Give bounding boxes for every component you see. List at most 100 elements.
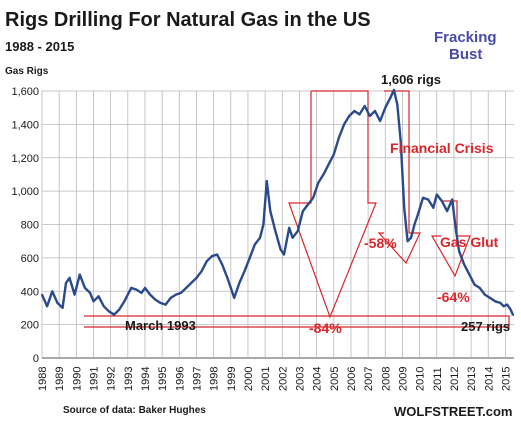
data-point (68, 277, 71, 279)
data-point (185, 287, 188, 289)
data-point (499, 302, 502, 304)
data-point (327, 163, 330, 166)
data-point (422, 196, 424, 199)
x-tick-label: 2013 (466, 367, 478, 391)
data-point (159, 302, 162, 304)
x-tick-label: 2003 (294, 367, 306, 391)
march-1993-label: March 1993 (125, 318, 196, 333)
data-point (89, 292, 91, 294)
data-point (283, 253, 285, 256)
data-point (322, 173, 325, 176)
data-point (149, 293, 152, 296)
x-tick-label: 1988 (37, 367, 49, 391)
data-point (296, 230, 299, 233)
pct-84-label: -84% (309, 320, 342, 336)
data-point (253, 243, 256, 246)
financial-crisis-label: Financial Crisis (390, 140, 494, 156)
data-point (169, 297, 172, 299)
data-point (291, 236, 294, 239)
data-point (126, 293, 129, 296)
x-tick-label: 1996 (174, 367, 186, 391)
data-point (413, 223, 416, 226)
y-tick-label: 800 (21, 220, 39, 232)
data-point (478, 287, 481, 289)
end-label: 257 rigs (461, 319, 510, 334)
bust-arrow-58 (377, 90, 421, 265)
data-point (512, 314, 514, 316)
y-tick-label: 1,400 (11, 119, 39, 131)
data-point (384, 106, 387, 109)
data-point (92, 300, 95, 303)
x-tick-label: 2008 (380, 367, 392, 391)
gridlines (41, 90, 514, 359)
data-point (108, 310, 110, 313)
data-point (502, 305, 505, 308)
data-point (279, 248, 282, 251)
data-point (343, 123, 345, 126)
peak-label: 1,606 rigs (381, 72, 441, 87)
x-tick-label: 2007 (363, 367, 375, 391)
data-point (406, 240, 409, 243)
annotation-shapes (84, 90, 510, 328)
data-point (164, 303, 167, 306)
y-tick-labels: 0 200 400 600 800 1,000 1,200 1,400 1,600 (11, 86, 39, 365)
data-point (113, 313, 115, 316)
y-tick-label: 1,600 (11, 86, 39, 98)
data-point (432, 206, 435, 209)
data-point (226, 277, 229, 279)
data-point (302, 210, 304, 213)
data-point (73, 293, 76, 296)
data-point (417, 213, 419, 216)
data-point (259, 236, 261, 239)
data-point (216, 253, 219, 256)
data-point (427, 198, 430, 201)
data-point (265, 180, 268, 183)
data-point (348, 115, 351, 117)
x-tick-label: 2010 (415, 367, 427, 391)
x-tick-label: 2004 (312, 367, 324, 391)
data-point (65, 282, 67, 284)
data-point (243, 270, 246, 273)
y-tick-label: 600 (21, 253, 39, 265)
x-tick-label: 1990 (71, 367, 83, 391)
data-point (46, 305, 48, 308)
data-point (102, 305, 105, 308)
x-tick-label: 2000 (243, 367, 255, 391)
data-point (389, 96, 392, 99)
data-point (84, 287, 86, 289)
data-point (175, 293, 177, 296)
chart-subtitle: 1988 - 2015 (5, 39, 74, 54)
data-point (229, 287, 232, 289)
data-point (473, 283, 476, 286)
x-tick-label: 1999 (226, 367, 238, 391)
data-point (130, 287, 133, 289)
y-tick-label: 400 (21, 286, 39, 298)
baseline-84 (84, 315, 510, 328)
data-point (468, 273, 471, 276)
data-point (458, 250, 460, 253)
data-point (441, 200, 443, 203)
y-tick-label: 200 (21, 320, 39, 332)
data-point (454, 226, 457, 229)
y-axis-label: Gas Rigs (5, 66, 49, 77)
y-tick-label: 1,000 (11, 186, 39, 198)
data-point (403, 206, 406, 209)
data-point (288, 226, 291, 229)
gas-glut-label: Gas Glut (440, 234, 499, 250)
data-point (154, 298, 157, 301)
data-point (248, 257, 251, 259)
data-point (494, 300, 496, 303)
data-point (195, 277, 198, 279)
x-tick-label: 2012 (449, 367, 461, 391)
data-point (463, 263, 466, 266)
data-point (332, 153, 335, 156)
data-point (358, 113, 361, 116)
data-point (200, 270, 203, 273)
x-tick-label: 1995 (157, 367, 169, 391)
x-tick-label: 2006 (346, 367, 358, 391)
x-tick-label: 2009 (397, 367, 409, 391)
data-point (312, 196, 315, 199)
data-point (489, 297, 491, 299)
x-tick-labels: 1988 1989 1990 1991 1992 1993 1994 1995 1996 1997… (37, 367, 512, 391)
